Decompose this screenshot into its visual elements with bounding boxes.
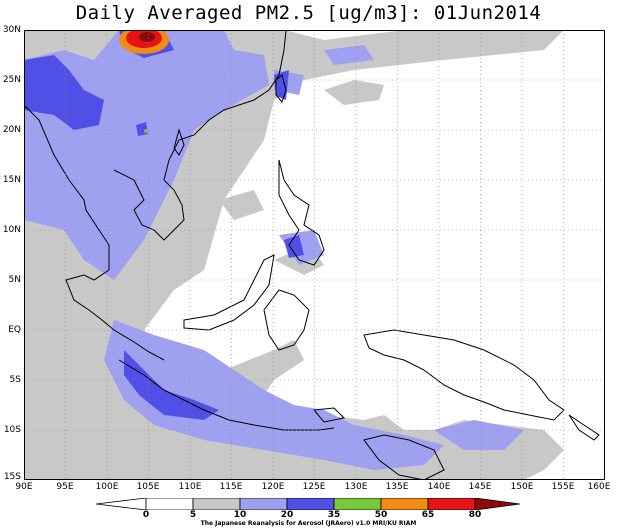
lat-label: 10N bbox=[2, 225, 21, 235]
colorbar-label: 65 bbox=[421, 510, 435, 520]
lat-label: 15N bbox=[2, 175, 21, 185]
credit-line: The Japanese Reanalysis for Aerosol (JRA… bbox=[200, 520, 417, 527]
colorbar-bin-50-65 bbox=[380, 498, 429, 510]
lon-label: 125E bbox=[302, 482, 326, 492]
concentration-hotspot bbox=[119, 30, 169, 133]
colorbar-label: 50 bbox=[374, 510, 388, 520]
lon-label: 135E bbox=[385, 482, 409, 492]
lat-label: 15S bbox=[3, 472, 21, 482]
colorbar-bin-35-50 bbox=[333, 498, 382, 510]
lon-label: 105E bbox=[136, 482, 160, 492]
colorbar-below-arrow bbox=[96, 498, 147, 510]
colorbar-bin-20-35 bbox=[286, 498, 335, 510]
lon-label: 90E bbox=[15, 482, 33, 492]
lon-label: 115E bbox=[219, 482, 243, 492]
lon-label: 160E bbox=[587, 482, 611, 492]
lat-label: EQ bbox=[8, 325, 21, 335]
lon-label: 100E bbox=[95, 482, 119, 492]
map-frame bbox=[24, 30, 605, 480]
lat-label: 20N bbox=[2, 125, 21, 135]
colorbar-bin-10-20 bbox=[239, 498, 288, 510]
lon-label: 155E bbox=[551, 482, 575, 492]
colorbar-bin-65-80 bbox=[427, 498, 476, 510]
pm25-map bbox=[24, 30, 605, 480]
lat-label: 5N bbox=[8, 275, 21, 285]
lon-label: 130E bbox=[344, 482, 368, 492]
lon-label: 145E bbox=[468, 482, 492, 492]
colorbar-bin-0-5 bbox=[145, 498, 194, 510]
colorbar bbox=[96, 498, 520, 510]
lat-label: 30N bbox=[2, 25, 21, 35]
colorbar-label: 80 bbox=[468, 510, 482, 520]
lon-label: 150E bbox=[510, 482, 534, 492]
lon-label: 140E bbox=[427, 482, 451, 492]
colorbar-label: 5 bbox=[189, 510, 197, 520]
lat-label: 5S bbox=[9, 375, 21, 385]
lat-label: 10S bbox=[3, 425, 21, 435]
colorbar-above-arrow bbox=[474, 498, 520, 510]
map-title: Daily Averaged PM2.5 [ug/m3]: 01Jun2014 bbox=[75, 2, 542, 24]
colorbar-label: 0 bbox=[142, 510, 150, 520]
lat-label: 25N bbox=[2, 75, 21, 85]
colorbar-bin-5-10 bbox=[192, 498, 241, 510]
lon-label: 95E bbox=[56, 482, 74, 492]
coastlines bbox=[24, 30, 600, 480]
colorbar-label: 35 bbox=[327, 510, 341, 520]
lat-lon-grid bbox=[24, 30, 605, 480]
lon-label: 110E bbox=[178, 482, 202, 492]
colorbar-label: 20 bbox=[280, 510, 294, 520]
lon-label: 120E bbox=[261, 482, 285, 492]
colorbar-label: 10 bbox=[233, 510, 247, 520]
